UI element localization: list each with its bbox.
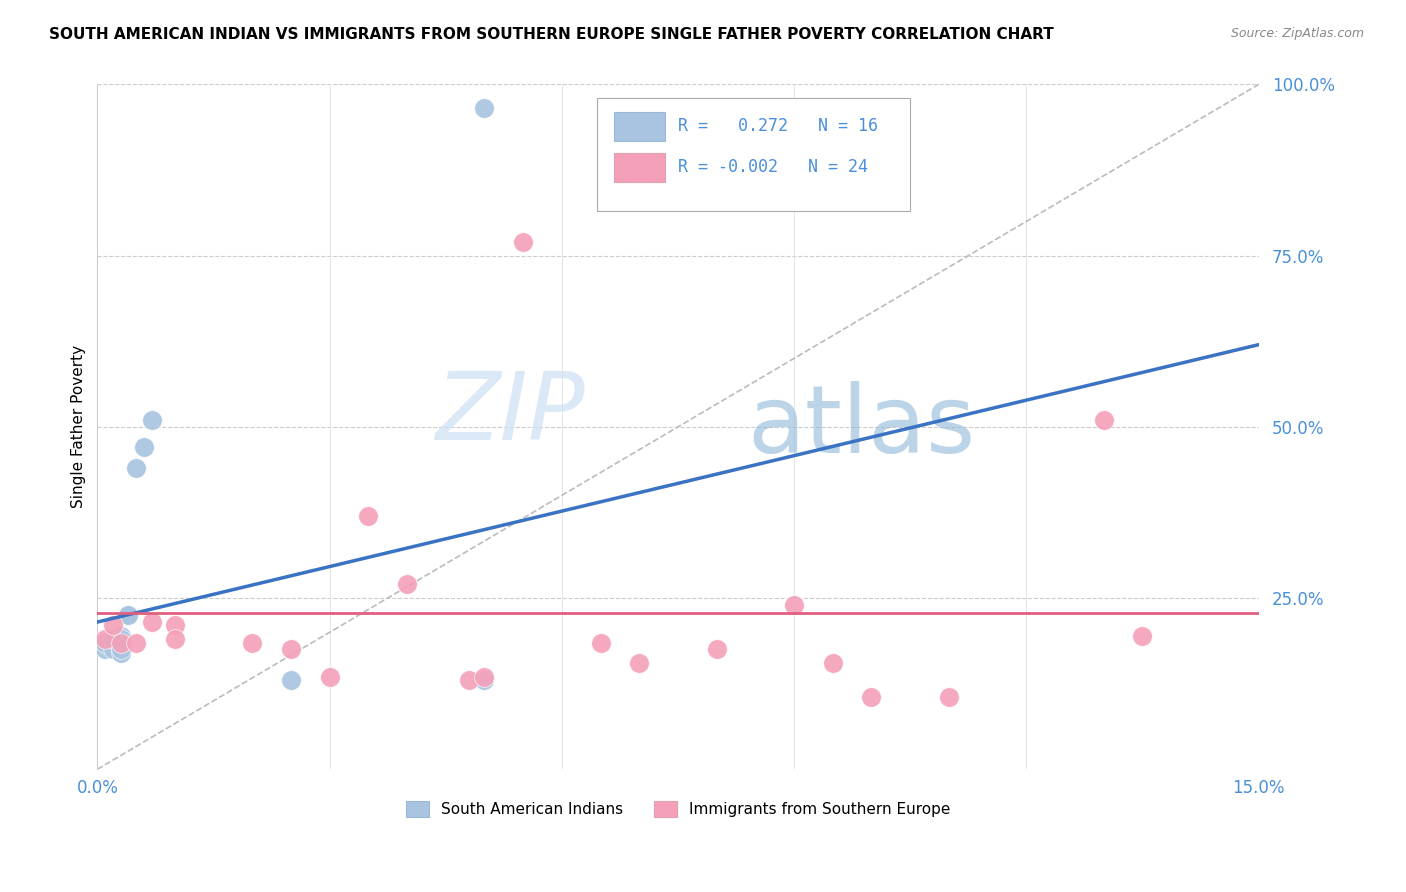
Text: R =   0.272   N = 16: R = 0.272 N = 16 <box>678 117 877 136</box>
Point <box>280 642 302 657</box>
FancyBboxPatch shape <box>614 153 665 182</box>
Point <box>1132 629 1154 643</box>
Point <box>860 690 883 705</box>
Point <box>94 642 117 657</box>
Point <box>101 632 124 647</box>
Point <box>628 656 651 670</box>
Point <box>512 235 534 249</box>
Point <box>357 508 380 523</box>
Y-axis label: Single Father Poverty: Single Father Poverty <box>72 345 86 508</box>
Point <box>783 598 806 612</box>
Point <box>110 632 132 647</box>
Point <box>706 642 728 657</box>
Point <box>163 632 186 647</box>
Point <box>458 673 481 688</box>
Point <box>474 102 496 116</box>
Point <box>94 632 117 647</box>
Point <box>821 656 844 670</box>
Point <box>110 642 132 657</box>
Point <box>94 635 117 649</box>
Point <box>125 635 148 649</box>
Point <box>141 413 163 427</box>
Point <box>280 673 302 688</box>
Point <box>110 646 132 660</box>
Text: R = -0.002   N = 24: R = -0.002 N = 24 <box>678 158 868 177</box>
Point <box>110 635 132 649</box>
Point <box>318 670 340 684</box>
Point <box>474 670 496 684</box>
Point <box>101 618 124 632</box>
FancyBboxPatch shape <box>596 98 910 211</box>
Text: Source: ZipAtlas.com: Source: ZipAtlas.com <box>1230 27 1364 40</box>
Point <box>395 577 418 591</box>
Point <box>240 635 263 649</box>
Point <box>101 642 124 657</box>
Point <box>474 673 496 688</box>
Point <box>589 635 612 649</box>
Text: ZIP: ZIP <box>436 368 585 458</box>
Text: atlas: atlas <box>748 381 976 473</box>
Point <box>938 690 960 705</box>
FancyBboxPatch shape <box>614 112 665 141</box>
Point <box>141 615 163 629</box>
Point <box>163 618 186 632</box>
Point <box>125 461 148 475</box>
Point <box>117 608 139 623</box>
Legend: South American Indians, Immigrants from Southern Europe: South American Indians, Immigrants from … <box>399 795 956 823</box>
Point <box>132 441 155 455</box>
Point <box>117 608 139 623</box>
Text: SOUTH AMERICAN INDIAN VS IMMIGRANTS FROM SOUTHERN EUROPE SINGLE FATHER POVERTY C: SOUTH AMERICAN INDIAN VS IMMIGRANTS FROM… <box>49 27 1054 42</box>
Point <box>110 629 132 643</box>
Point <box>1092 413 1115 427</box>
